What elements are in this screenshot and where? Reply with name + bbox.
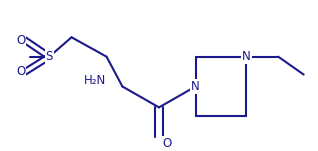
Text: S: S — [45, 50, 53, 63]
Text: O: O — [162, 137, 172, 150]
Text: N: N — [242, 50, 251, 63]
Text: O: O — [16, 65, 25, 78]
Text: N: N — [191, 80, 200, 93]
Text: O: O — [16, 34, 25, 47]
Text: H₂N: H₂N — [84, 74, 107, 87]
